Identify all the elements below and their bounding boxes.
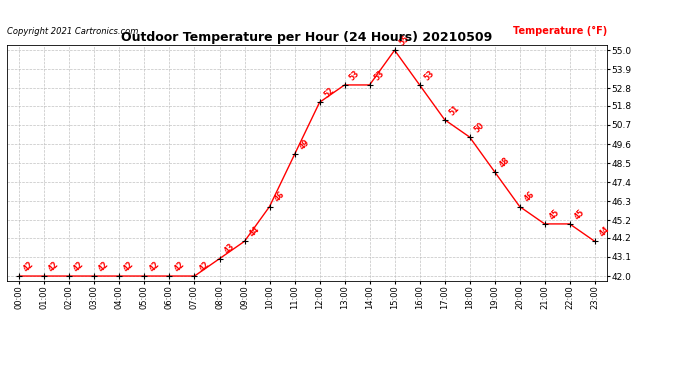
Text: 51: 51 [447,103,461,117]
Text: 46: 46 [522,190,536,204]
Text: 44: 44 [598,225,611,238]
Text: 44: 44 [247,225,261,238]
Text: 42: 42 [47,260,61,273]
Text: 42: 42 [72,260,86,273]
Text: 43: 43 [222,242,236,256]
Text: Temperature (°F): Temperature (°F) [513,26,607,36]
Text: 49: 49 [297,138,311,152]
Text: 42: 42 [22,260,36,273]
Text: 46: 46 [273,190,286,204]
Text: 48: 48 [497,155,511,169]
Text: 52: 52 [322,86,336,99]
Text: 42: 42 [197,260,211,273]
Text: 45: 45 [573,207,586,221]
Text: 45: 45 [547,207,561,221]
Text: 42: 42 [122,260,136,273]
Text: 53: 53 [347,69,361,82]
Text: 42: 42 [97,260,111,273]
Text: 53: 53 [422,69,436,82]
Text: Copyright 2021 Cartronics.com: Copyright 2021 Cartronics.com [7,27,138,36]
Text: 42: 42 [147,260,161,273]
Text: 55: 55 [397,34,411,47]
Text: 50: 50 [473,121,486,134]
Text: 42: 42 [172,260,186,273]
Title: Outdoor Temperature per Hour (24 Hours) 20210509: Outdoor Temperature per Hour (24 Hours) … [121,31,493,44]
Text: 53: 53 [373,69,386,82]
